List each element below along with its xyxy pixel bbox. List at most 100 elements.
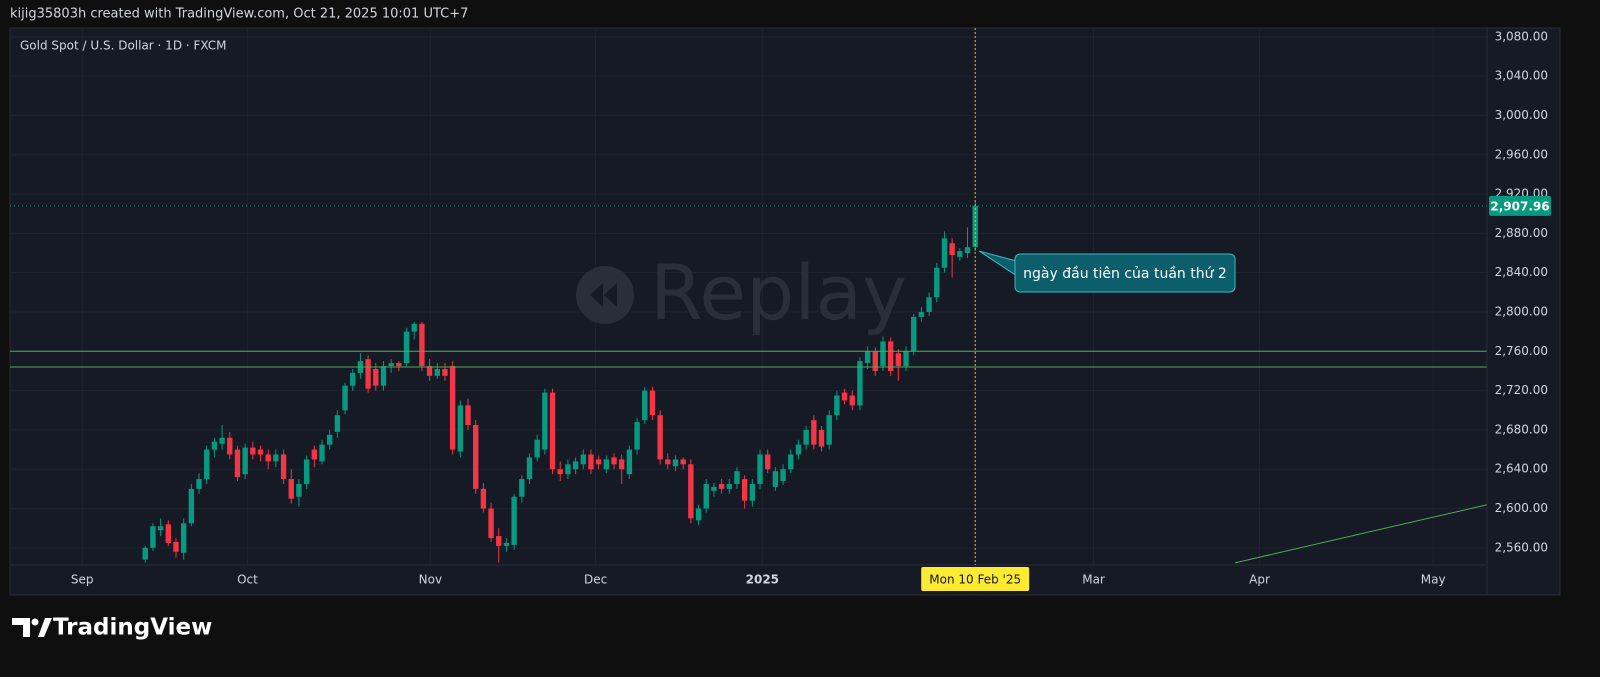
candle-body xyxy=(741,479,748,501)
candle-body xyxy=(680,459,686,465)
candle-body xyxy=(549,392,556,470)
candle-body xyxy=(465,405,471,425)
y-tick-label: 2,600.00 xyxy=(1495,501,1548,515)
candle-body xyxy=(234,449,241,478)
candle-body xyxy=(572,461,579,470)
y-tick-label: 2,720.00 xyxy=(1495,383,1548,397)
y-tick-label: 2,560.00 xyxy=(1495,540,1548,554)
candle-body xyxy=(672,459,679,467)
candle-body xyxy=(557,469,563,475)
candle-body xyxy=(949,243,955,255)
axes: 2,560.00 2,600.00 2,640.00 2,680.00 2,720.00… xyxy=(71,29,1551,587)
y-tick-label: 3,080.00 xyxy=(1495,29,1548,43)
candle-body xyxy=(926,297,932,312)
watermark-icon-arrows xyxy=(590,283,617,307)
y-tick-label: 2,880.00 xyxy=(1495,226,1548,240)
candle-body xyxy=(434,368,440,376)
last-price-label: 2,907.96 xyxy=(1490,199,1549,213)
candle-body xyxy=(918,311,925,317)
x-tick-label: 2025 xyxy=(746,573,779,587)
candle-body xyxy=(718,483,725,489)
candle-body xyxy=(857,361,863,406)
chart-title: Gold Spot / U.S. Dollar · 1D · FXCM xyxy=(20,39,226,53)
candle-body xyxy=(603,459,610,470)
candle-body xyxy=(688,464,694,519)
candle-body xyxy=(204,449,210,480)
candle-body xyxy=(342,385,348,411)
candle-body xyxy=(872,351,878,371)
candle-body xyxy=(473,424,479,489)
x-tick-label: May xyxy=(1421,573,1446,587)
candle-body xyxy=(280,454,287,480)
candle-body xyxy=(864,351,871,364)
candle-body xyxy=(173,541,179,552)
footer-logo: TradingView xyxy=(12,615,212,641)
candle-body xyxy=(319,444,325,462)
plot xyxy=(142,201,978,563)
candle-body xyxy=(334,415,341,432)
x-tick-label: Sep xyxy=(71,573,94,587)
candle-body xyxy=(634,422,640,450)
logo-slash xyxy=(38,618,52,637)
candle-body xyxy=(411,323,417,332)
y-tick-label: 2,800.00 xyxy=(1495,304,1548,318)
candle-body xyxy=(219,437,225,444)
x-tick-label: Dec xyxy=(584,573,607,587)
candle-body xyxy=(380,366,387,386)
candle-body xyxy=(903,351,909,367)
candle-body xyxy=(534,439,540,458)
candle-body xyxy=(303,459,310,484)
candle-body xyxy=(711,486,717,491)
overlay xyxy=(10,205,1487,564)
header-text: kijig35803h created with TradingView.com… xyxy=(10,7,468,22)
candle-body xyxy=(665,459,671,465)
candle-body xyxy=(403,331,410,364)
candle-body xyxy=(619,459,625,470)
candle-body xyxy=(180,523,187,553)
y-tick-label: 2,840.00 xyxy=(1495,265,1548,279)
logo-mark xyxy=(12,618,30,637)
callout-box xyxy=(1014,253,1236,293)
candle-body xyxy=(565,464,571,475)
candle-body xyxy=(964,247,971,254)
candle-body xyxy=(772,471,779,487)
candle-body xyxy=(449,366,456,450)
trend-line xyxy=(1234,504,1487,564)
candle-body xyxy=(795,444,802,455)
candle-body xyxy=(457,405,464,452)
x-tick-label: Mar xyxy=(1082,573,1105,587)
x-tick-label: Apr xyxy=(1249,573,1270,587)
candle-body xyxy=(350,372,356,386)
candle-body xyxy=(749,483,756,501)
candle-body xyxy=(311,449,318,460)
x-tick-label: Oct xyxy=(237,573,258,587)
candle-body xyxy=(196,479,202,489)
candle-body xyxy=(288,479,294,499)
callout-text: ngày đầu tiên của tuần thứ 2 xyxy=(1023,266,1227,282)
watermark: Replay xyxy=(576,248,907,337)
candle-body xyxy=(803,429,809,445)
y-tick-label: 2,640.00 xyxy=(1495,462,1548,476)
y-tick-label: 2,960.00 xyxy=(1495,147,1548,161)
candle-body xyxy=(911,316,917,352)
candle-body xyxy=(849,395,855,406)
watermark-text: Replay xyxy=(650,248,907,337)
candle-body xyxy=(257,449,264,455)
candle-body xyxy=(157,526,164,531)
candle-body xyxy=(642,390,648,421)
candle-body xyxy=(388,363,394,367)
candle-body xyxy=(887,341,894,371)
logo-text: TradingView xyxy=(53,615,212,641)
candle-body xyxy=(265,454,271,462)
candle-body xyxy=(941,238,948,268)
candle-body xyxy=(242,447,248,475)
candle-body xyxy=(488,508,494,539)
candle-body xyxy=(396,363,402,367)
candle-body xyxy=(649,390,656,416)
candle-body xyxy=(580,454,586,465)
candle-body xyxy=(503,542,510,546)
candle-body xyxy=(841,392,848,401)
candle-body xyxy=(326,434,333,445)
